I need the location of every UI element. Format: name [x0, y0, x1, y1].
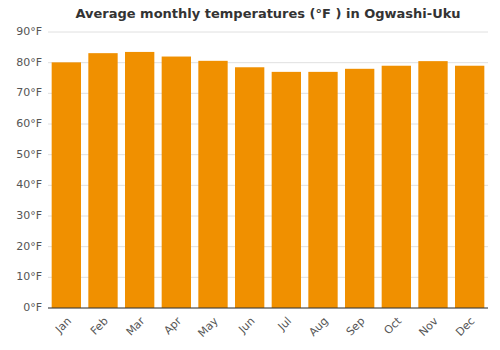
x-tick-label: Nov — [416, 314, 441, 339]
x-axis-line — [48, 308, 488, 309]
y-tick-label: 50°F — [16, 148, 42, 161]
y-tick-label: 40°F — [16, 178, 42, 191]
x-tick-label: Aug — [306, 315, 330, 339]
bar — [382, 66, 411, 308]
x-tick-label: Feb — [88, 315, 111, 338]
chart-svg: 0°F 10°F 20°F 30°F 40°F 50°F 60°F 70°F 80°F 90°F J… — [0, 0, 500, 350]
bar — [88, 53, 117, 308]
y-tick-label: 30°F — [16, 209, 42, 222]
bar — [52, 62, 81, 308]
bar — [455, 66, 484, 308]
x-tick-label: Dec — [453, 315, 477, 339]
grid — [48, 32, 488, 308]
bar — [125, 52, 154, 308]
x-tick-label: Jun — [235, 315, 257, 337]
bar — [162, 57, 191, 308]
x-tick-label: May — [195, 314, 221, 340]
x-tick-label: Oct — [381, 314, 404, 337]
x-tick-label: Jan — [52, 315, 74, 337]
bars — [52, 52, 485, 308]
y-tick-label: 60°F — [16, 117, 42, 130]
bar — [418, 61, 447, 308]
grid-line — [48, 32, 488, 33]
bar — [345, 69, 374, 308]
y-ticks: 0°F 10°F 20°F 30°F 40°F 50°F 60°F 70°F 80°F 90°F — [16, 25, 42, 314]
y-tick-label: 90°F — [16, 25, 42, 38]
bar — [308, 72, 337, 308]
y-tick-label: 10°F — [16, 270, 42, 283]
x-tick-label: Sep — [344, 315, 368, 339]
bar — [272, 72, 301, 308]
bar — [198, 61, 227, 308]
y-tick-label: 70°F — [16, 86, 42, 99]
x-tick-label: Jul — [275, 315, 294, 334]
x-tick-label: Apr — [161, 314, 184, 337]
bar — [235, 67, 264, 308]
y-tick-label: 20°F — [16, 240, 42, 253]
x-ticks: Jan Feb Mar Apr May Jun Jul Aug Sep Oct Nov Dec — [52, 314, 477, 340]
chart-container: 0°F 10°F 20°F 30°F 40°F 50°F 60°F 70°F 80°F 90°F J… — [0, 0, 500, 350]
y-tick-label: 80°F — [16, 56, 42, 69]
y-tick-label: 0°F — [23, 301, 42, 314]
x-tick-label: Mar — [124, 314, 148, 338]
grid-line — [48, 308, 488, 309]
title: Average monthly temperatures (°F ) in Og… — [75, 6, 460, 21]
